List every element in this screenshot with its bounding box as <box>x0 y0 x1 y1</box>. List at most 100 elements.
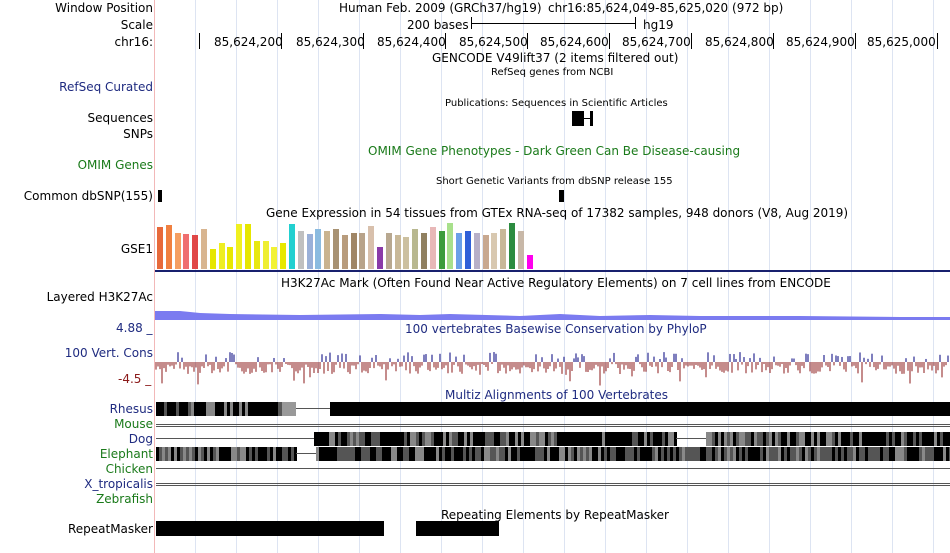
gtex-tissue-bar[interactable] <box>359 233 366 269</box>
cons-track-label[interactable]: 100 Vert. Cons <box>64 346 153 360</box>
species-label-dog[interactable]: Dog <box>128 432 153 446</box>
gtex-tissue-bar[interactable] <box>385 233 392 269</box>
sequences-label[interactable]: Sequences <box>87 111 153 125</box>
chicken-alignment[interactable] <box>156 468 950 469</box>
species-label-xtropicalis[interactable]: X_tropicalis <box>84 477 153 491</box>
cons-max-label: 4.88 _ <box>116 321 153 335</box>
gtex-tissue-bar[interactable] <box>315 229 322 269</box>
refseq-track-label[interactable]: RefSeq Curated <box>59 80 153 94</box>
gtex-tissue-bar[interactable] <box>333 229 339 269</box>
gtex-tissue-bar[interactable] <box>289 224 295 269</box>
gtex-tissue-bar[interactable] <box>429 227 436 269</box>
gtex-tissue-bar[interactable] <box>341 235 348 269</box>
gtex-tissue-bar[interactable] <box>509 223 515 269</box>
gencode-track-title[interactable]: GENCODE V49lift37 (2 items filtered out) <box>432 51 679 65</box>
ruler-tick: 85,624,700 <box>622 35 691 49</box>
scale-db: hg19 <box>643 18 674 32</box>
scale-bar <box>471 23 635 24</box>
mouse-alignment[interactable] <box>156 424 950 425</box>
species-label-chicken[interactable]: Chicken <box>105 462 153 476</box>
gtex-tissue-bar[interactable] <box>209 249 216 269</box>
cons-min-label: -4.5 _ <box>118 372 152 386</box>
dbsnp-track-label[interactable]: Common dbSNP(155) <box>23 189 153 203</box>
gtex-tissue-bar[interactable] <box>412 229 419 269</box>
gtex-tissue-bar[interactable] <box>394 235 401 269</box>
gtex-tissue-bar[interactable] <box>517 231 524 269</box>
ruler-tick: 85,624,400 <box>377 35 446 49</box>
refseq-track-title: RefSeq genes from NCBI <box>491 67 614 78</box>
multiz-track-title: Multiz Alignments of 100 Vertebrates <box>445 388 669 402</box>
gtex-tissue-bar[interactable] <box>227 247 234 269</box>
pubs-feature[interactable] <box>572 111 584 126</box>
pubs-feature[interactable] <box>590 111 593 126</box>
species-label-rhesus[interactable]: Rhesus <box>109 402 153 416</box>
gtex-tissue-bar[interactable] <box>174 233 181 269</box>
gtex-tissue-bar[interactable] <box>350 233 357 269</box>
h3k27ac-track-title: H3K27Ac Mark (Often Found Near Active Re… <box>281 276 831 290</box>
gtex-tissue-bar[interactable] <box>165 225 172 269</box>
gtex-tissue-bar[interactable] <box>201 229 207 269</box>
gtex-tissue-bar[interactable] <box>297 231 304 269</box>
scale-bar-right <box>635 17 636 29</box>
h3k27ac-track-label[interactable]: Layered H3K27Ac <box>46 290 153 304</box>
ruler-tick: 85,624,800 <box>705 35 774 49</box>
rmsk-track-title: Repeating Elements by RepeatMasker <box>441 508 669 522</box>
species-label-mouse[interactable]: Mouse <box>114 417 153 431</box>
rhesus-alignment[interactable] <box>156 402 950 416</box>
gtex-tissue-bar[interactable] <box>456 233 463 269</box>
gtex-tissue-bar[interactable] <box>368 226 375 269</box>
gtex-tissue-bar[interactable] <box>306 234 313 269</box>
ruler-tick: 85,625,000 <box>867 35 936 49</box>
elephant-alignment[interactable] <box>156 447 950 461</box>
gtex-tissue-bar[interactable] <box>271 247 278 269</box>
pubs-track-title: Publications: Sequences in Scientific Ar… <box>445 98 668 109</box>
gtex-tissue-bar[interactable] <box>253 241 260 269</box>
repeat-element[interactable] <box>416 521 499 536</box>
gtex-tissue-bar[interactable] <box>447 223 454 269</box>
ruler-tick: 85,624,300 <box>296 35 365 49</box>
assembly-text: Human Feb. 2009 (GRCh37/hg19) <box>339 1 542 15</box>
position-text[interactable]: chr16:85,624,049-85,625,020 (972 bp) <box>548 1 784 15</box>
gtex-tissue-bar[interactable] <box>324 231 331 269</box>
gtex-tissue-bar[interactable] <box>438 231 445 269</box>
repeat-element[interactable] <box>156 521 384 536</box>
dog-alignment[interactable] <box>156 432 950 446</box>
gtex-track-label[interactable]: GSE1 <box>120 242 153 256</box>
species-label-elephant[interactable]: Elephant <box>99 447 153 461</box>
ruler-tick: 85,624,200 <box>214 35 283 49</box>
pubs-feature-line <box>584 118 590 119</box>
gtex-tissue-bar[interactable] <box>236 224 243 269</box>
rmsk-track-label[interactable]: RepeatMasker <box>67 522 153 536</box>
ruler-tick: 85,624,500 <box>459 35 528 49</box>
window-position-label: Window Position <box>55 1 153 15</box>
dbsnp-track-title: Short Genetic Variants from dbSNP releas… <box>436 176 673 187</box>
gtex-tissue-bar[interactable] <box>421 233 427 269</box>
species-label-zebrafish[interactable]: Zebrafish <box>96 492 153 506</box>
gtex-tissue-bar[interactable] <box>192 235 199 269</box>
gtex-tissue-bar[interactable] <box>377 247 383 269</box>
gtex-tissue-bar[interactable] <box>465 231 471 269</box>
gtex-tissue-bar[interactable] <box>157 227 163 269</box>
gtex-tissue-bar[interactable] <box>183 234 190 269</box>
gtex-tissue-bar[interactable] <box>491 233 498 269</box>
gtex-tissue-bar[interactable] <box>280 243 287 269</box>
gtex-tissue-bar[interactable] <box>500 229 507 269</box>
snps-label[interactable]: SNPs <box>123 127 153 141</box>
gtex-tissue-bar[interactable] <box>403 237 410 269</box>
snp-feature[interactable] <box>158 190 162 202</box>
gtex-tissue-bar[interactable] <box>482 235 489 269</box>
snp-feature[interactable] <box>559 190 564 202</box>
gtex-tissue-bar[interactable] <box>473 233 480 269</box>
omim-track-title: OMIM Gene Phenotypes - Dark Green Can Be… <box>368 144 741 158</box>
gtex-tissue-bar[interactable] <box>218 243 225 269</box>
chr-label: chr16: <box>114 35 153 49</box>
ruler-tick: 85,624,900 <box>786 35 855 49</box>
gtex-tissue-bar[interactable] <box>245 224 251 269</box>
omim-track-label[interactable]: OMIM Genes <box>77 158 153 172</box>
gtex-tissue-bar[interactable] <box>526 255 533 269</box>
xtropicalis-alignment[interactable] <box>156 483 950 484</box>
gtex-track-title: Gene Expression in 54 tissues from GTEx … <box>266 206 849 220</box>
gtex-tissue-bar[interactable] <box>262 241 269 269</box>
